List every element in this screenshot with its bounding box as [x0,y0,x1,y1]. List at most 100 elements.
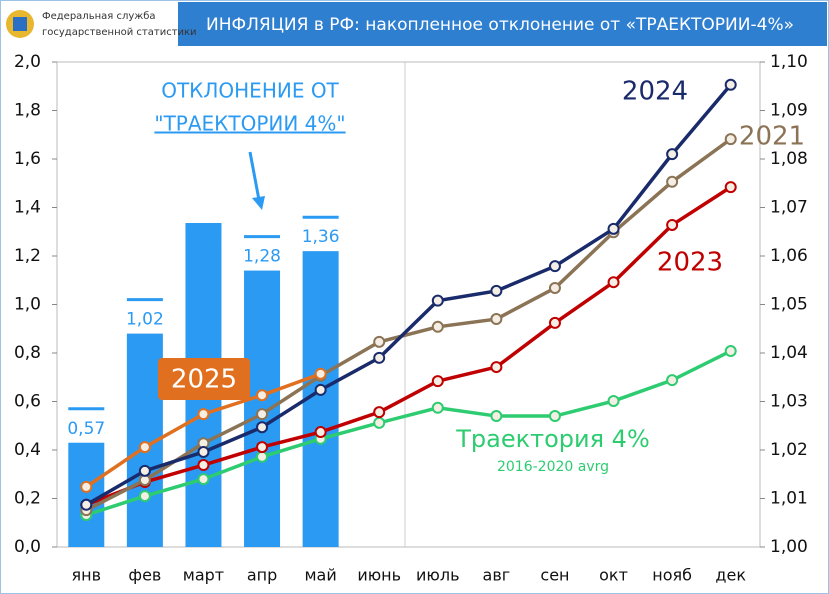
point [724,181,737,194]
y2-tick-label: 1,00 [770,537,808,557]
bar [68,442,105,547]
y-tick-label: 0,8 [14,343,41,363]
y-tick-label: 1,2 [14,246,41,266]
point [548,260,561,273]
point [197,473,210,486]
point [724,345,737,358]
series-label: 2023 [657,248,723,278]
x-tick-label: окт [599,566,628,585]
y2-tick-label: 1,02 [770,440,808,460]
x-tick-label: фев [128,566,161,585]
point [666,374,679,387]
point [197,408,210,421]
org-name: государственной статистики [42,27,197,38]
org-name: Федеральная служба [42,11,156,22]
y-tick-label: 1,4 [14,198,41,218]
point [138,464,151,477]
logo [6,10,34,38]
data-label: 1,28 [243,247,281,267]
y2-tick-label: 1,05 [770,295,808,315]
point [197,459,210,472]
data-label: 1,33 [185,234,223,254]
data-label: 0,57 [67,419,105,439]
x-tick-label: март [183,566,224,585]
annotation: ОТКЛОНЕНИЕ ОТ [161,79,339,103]
point [724,78,737,91]
point [80,480,93,493]
header-bar [178,2,827,46]
x-tick-label: нояб [652,566,692,585]
y-tick-label: 2,0 [14,52,41,72]
y2-tick-label: 1,07 [770,198,808,218]
point [138,441,151,454]
series-label: 2024 [622,77,688,107]
point [256,408,269,421]
arrow [248,151,261,201]
y2-tick-label: 1,09 [770,101,808,121]
point [197,445,210,458]
point [373,351,386,364]
point [314,383,327,396]
point [548,410,561,423]
point [666,218,679,231]
point [548,282,561,295]
y2-tick-label: 1,04 [770,343,808,363]
series-label: 2025 [171,365,237,395]
data-label: 1,36 [302,227,340,247]
point [256,389,269,402]
point [431,294,444,307]
y2-tick-label: 1,03 [770,392,808,412]
point [373,335,386,348]
point [607,395,620,408]
y-tick-label: 1,0 [14,295,41,315]
y2-tick-label: 1,10 [770,52,808,72]
point [373,406,386,419]
x-tick-label: апр [247,566,277,585]
point [490,284,503,297]
series-label: 2021 [739,122,805,152]
y-tick-label: 0,2 [14,489,41,509]
series-note: 2016-2020 avrg [497,459,609,475]
y2-tick-label: 1,01 [770,489,808,509]
point [80,498,93,511]
point [431,401,444,414]
point [490,313,503,326]
point [490,361,503,374]
point [373,416,386,429]
line [85,137,732,512]
x-tick-label: сен [540,566,569,585]
point [256,450,269,463]
title: ИНФЛЯЦИЯ в РФ: накопленное отклонение от… [206,15,794,35]
x-tick-label: янв [72,566,102,585]
series-label: Траектория 4% [455,425,650,453]
line [85,83,733,507]
x-tick-label: июнь [357,566,401,585]
x-tick-label: дек [715,566,746,585]
y-tick-label: 0,0 [14,537,41,557]
y-tick-label: 1,8 [14,101,41,121]
data-label: 1,02 [126,310,164,330]
point [666,148,679,161]
y2-tick-label: 1,08 [770,149,808,169]
point [724,133,737,146]
annotation: "ТРАЕКТОРИИ 4%" [154,112,345,136]
point [431,320,444,333]
point [607,222,620,235]
point [548,316,561,329]
point [138,490,151,503]
point [256,421,269,434]
y2-tick-label: 1,06 [770,246,808,266]
point [666,175,679,188]
point [314,426,327,439]
x-tick-label: июль [416,566,460,585]
point [490,410,503,423]
arrow-head [252,196,265,210]
point [607,276,620,289]
y-tick-label: 0,6 [14,392,41,412]
x-tick-label: авг [483,566,511,585]
y-tick-label: 0,4 [14,440,41,460]
label-box [158,358,250,400]
point [314,367,327,380]
